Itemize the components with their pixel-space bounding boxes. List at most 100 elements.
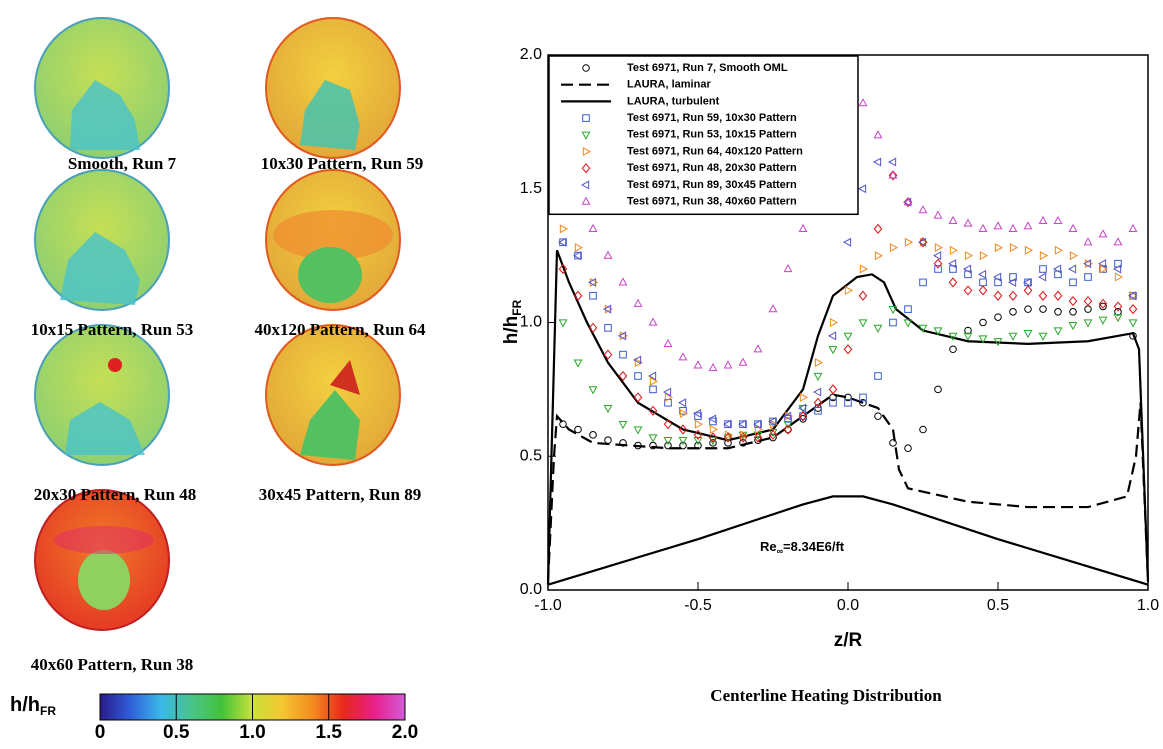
marker (949, 245, 958, 255)
marker (678, 424, 688, 435)
marker (1039, 305, 1047, 313)
marker (768, 429, 778, 440)
marker (888, 157, 897, 167)
marker (843, 332, 853, 341)
y-tick-label: 0.0 (520, 581, 542, 598)
marker (859, 393, 867, 402)
marker (582, 147, 591, 156)
legend-label: Test 6971, Run 48, 20x30 Pattern (627, 162, 797, 174)
marker (679, 441, 687, 450)
legend-label: LAURA, turbulent (627, 95, 720, 107)
marker (694, 419, 703, 429)
marker (828, 331, 837, 341)
marker (1068, 264, 1077, 274)
legend-label: Test 6971, Run 59, 10x30 Pattern (627, 112, 797, 124)
marker (581, 180, 590, 190)
marker (1099, 264, 1108, 274)
marker (1039, 251, 1048, 261)
marker (618, 277, 628, 286)
marker (919, 237, 928, 247)
marker (1098, 229, 1108, 238)
colorbar-label-main: h/h (10, 694, 40, 716)
marker (1023, 285, 1033, 296)
y-axis-label: h/hFR (501, 299, 524, 344)
marker (1068, 223, 1078, 233)
marker (693, 429, 703, 440)
marker (1053, 215, 1063, 224)
marker (874, 251, 883, 261)
marker (874, 372, 882, 380)
thumbnail (34, 169, 170, 311)
x-tick-label: -1.0 (534, 597, 562, 614)
marker (1068, 296, 1078, 307)
marker (753, 432, 763, 443)
annotation: Re∞=8.34E6/ft (760, 539, 845, 556)
marker (799, 392, 808, 402)
marker (1069, 251, 1078, 261)
marker (978, 335, 988, 344)
marker (978, 285, 988, 296)
marker (589, 431, 597, 439)
thumbnail (34, 489, 170, 631)
x-tick-label: -0.5 (684, 597, 712, 614)
marker (1038, 272, 1047, 282)
marker (963, 264, 972, 274)
marker (648, 371, 657, 381)
legend-box (548, 55, 859, 216)
marker (648, 405, 658, 416)
marker (708, 414, 717, 424)
marker (1098, 298, 1108, 309)
marker (918, 237, 927, 247)
marker (679, 406, 687, 415)
marker (603, 404, 613, 414)
marker (1053, 290, 1063, 301)
x-tick-label: 0.0 (837, 597, 859, 614)
annotation-main: Re (760, 539, 777, 554)
marker (589, 277, 598, 287)
marker (633, 298, 643, 307)
image-caption: 40x120 Pattern, Run 64 (255, 320, 426, 339)
marker (798, 223, 808, 233)
marker (723, 419, 732, 429)
marker (979, 251, 988, 261)
marker (1083, 259, 1092, 269)
marker (679, 408, 688, 418)
marker (1113, 264, 1122, 274)
marker (663, 387, 672, 397)
marker (769, 419, 778, 429)
marker (589, 291, 597, 300)
marker (1069, 308, 1077, 316)
marker (948, 259, 957, 269)
annotation-sub: ∞ (777, 546, 784, 556)
y-tick-label: 1.5 (520, 180, 542, 197)
marker (738, 419, 747, 429)
marker (709, 425, 718, 434)
marker (843, 344, 853, 355)
thumbnail (265, 169, 401, 311)
marker (964, 326, 972, 335)
marker (633, 426, 643, 435)
marker (919, 425, 927, 434)
marker (1023, 221, 1033, 230)
marker (693, 408, 702, 418)
image-caption: 30x45 Pattern, Run 89 (259, 485, 421, 504)
colorbar-label: h/hFR (10, 694, 56, 718)
marker (582, 114, 590, 122)
colorbar-tick-label: 2.0 (392, 722, 418, 743)
marker (873, 130, 883, 139)
marker (1008, 223, 1018, 233)
marker (1098, 259, 1107, 269)
y-axis-label-main: h/h (501, 316, 522, 345)
marker (904, 305, 912, 313)
marker (813, 372, 823, 381)
marker (828, 346, 838, 355)
marker (783, 421, 793, 430)
marker (619, 350, 627, 359)
marker (1083, 296, 1093, 307)
marker (1099, 302, 1107, 311)
marker (963, 218, 973, 227)
marker (618, 331, 627, 341)
marker (888, 170, 898, 179)
image-caption: 20x30 Pattern, Run 48 (34, 485, 196, 504)
marker (618, 370, 628, 382)
